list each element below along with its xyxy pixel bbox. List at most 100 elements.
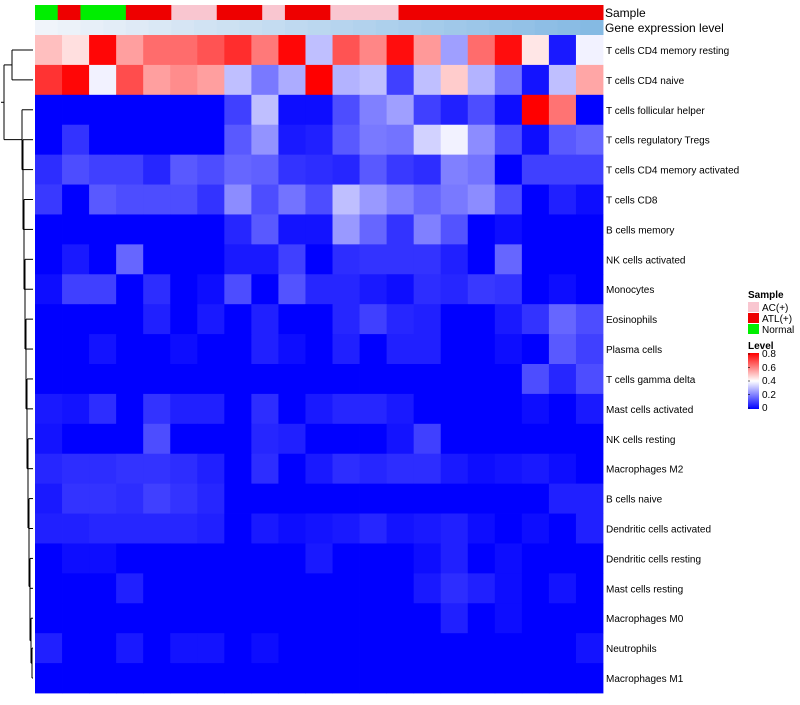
- heatmap-cell: [170, 184, 198, 215]
- heatmap-cell: [278, 633, 306, 664]
- heatmap-cell: [251, 543, 279, 574]
- heatmap-cell: [116, 364, 144, 395]
- heatmap-cell: [89, 274, 117, 305]
- heatmap-cell: [494, 393, 523, 425]
- heatmap-cell: [575, 124, 604, 156]
- heatmap-cell: [62, 423, 90, 455]
- heatmap-cell: [521, 124, 550, 156]
- heatmap-cell: [521, 633, 550, 664]
- heatmap-cell: [224, 334, 252, 365]
- heatmap-cell: [467, 64, 496, 96]
- heatmap-cell: [467, 453, 496, 485]
- heatmap-cell: [170, 154, 198, 185]
- heatmap-cell: [251, 214, 279, 245]
- heatmap-cell: [386, 154, 415, 185]
- heatmap-cell: [440, 663, 469, 694]
- heatmap-cell: [440, 124, 469, 156]
- heatmap-cell: [305, 364, 333, 395]
- heatmap-cell: [413, 214, 442, 245]
- expression-annotation-cell: [171, 20, 195, 35]
- heatmap-cell: [305, 423, 333, 455]
- heatmap-cell: [575, 573, 604, 604]
- heatmap-cell: [116, 274, 144, 305]
- heatmap-cell: [548, 124, 577, 156]
- heatmap-cell: [89, 244, 117, 275]
- heatmap-cell: [197, 453, 225, 485]
- heatmap-cell: [35, 64, 63, 96]
- expression-annotation-cell: [216, 20, 240, 35]
- heatmap-cell: [575, 364, 604, 395]
- heatmap-cell: [197, 124, 225, 156]
- heatmap-cell: [170, 483, 198, 514]
- heatmap-cell: [170, 573, 198, 604]
- heatmap-cell: [359, 304, 388, 335]
- sample-annotation-cell: [443, 5, 468, 20]
- heatmap-cell: [35, 274, 63, 305]
- heatmap-cell: [278, 513, 306, 544]
- heatmap-cell: [116, 214, 144, 245]
- heatmap-cell: [548, 304, 577, 335]
- heatmap-cell: [521, 603, 550, 634]
- heatmap-cell: [278, 214, 306, 245]
- row-label: NK cells activated: [606, 255, 685, 266]
- heatmap-cell: [224, 244, 252, 275]
- heatmap-cell: [575, 154, 604, 185]
- heatmap-cell: [386, 35, 415, 66]
- heatmap-cell: [413, 633, 442, 664]
- heatmap-cell: [467, 184, 496, 215]
- heatmap-cell: [35, 483, 63, 514]
- heatmap-cell: [278, 334, 306, 365]
- legend-tick-0.4: 0.4: [762, 376, 776, 387]
- sample-annotation-cell: [125, 5, 150, 20]
- heatmap-cell: [440, 35, 469, 66]
- heatmap-cell: [197, 214, 225, 245]
- heatmap-cell: [224, 35, 252, 66]
- heatmap-cell: [35, 94, 63, 126]
- heatmap-cell: [494, 543, 523, 574]
- row-label: T cells CD4 memory activated: [606, 166, 739, 177]
- heatmap-cell: [386, 214, 415, 245]
- heatmap-cell: [251, 393, 279, 425]
- heatmap-cell: [413, 393, 442, 425]
- heatmap-cell: [116, 244, 144, 275]
- heatmap-cell: [359, 154, 388, 185]
- heatmap-cell: [521, 393, 550, 425]
- sample-annotation-cell: [534, 5, 559, 20]
- heatmap-cell: [143, 154, 171, 185]
- heatmap-cell: [305, 513, 333, 544]
- heatmap-cell: [251, 483, 279, 514]
- heatmap-cell: [305, 184, 333, 215]
- expression-annotation-cell: [239, 20, 263, 35]
- heatmap-cell: [440, 423, 469, 455]
- heatmap-cell: [359, 573, 388, 604]
- heatmap-cell: [170, 364, 198, 395]
- heatmap-cell: [440, 244, 469, 275]
- heatmap-cell: [197, 304, 225, 335]
- heatmap-cell: [440, 274, 469, 305]
- heatmap-cell: [251, 663, 279, 694]
- heatmap-cell: [494, 633, 523, 664]
- heatmap-cell: [332, 573, 360, 604]
- heatmap-cell: [332, 274, 360, 305]
- heatmap-cell: [386, 64, 415, 96]
- sample-annotation-cell: [284, 5, 309, 20]
- heatmap-cell: [251, 304, 279, 335]
- heatmap-cell: [143, 483, 171, 514]
- heatmap-cell: [89, 35, 117, 66]
- heatmap-cell: [62, 603, 90, 634]
- row-label: T cells gamma delta: [606, 375, 696, 386]
- heatmap-cell: [575, 453, 604, 485]
- heatmap-cell: [89, 633, 117, 664]
- heatmap-cell: [197, 663, 225, 694]
- heatmap-cell: [143, 513, 171, 544]
- heatmap-cell: [62, 154, 90, 185]
- heatmap-cell: [278, 244, 306, 275]
- heatmap-cell: [359, 423, 388, 455]
- heatmap-cell: [170, 94, 198, 126]
- heatmap-cell: [62, 573, 90, 604]
- heatmap-cell: [413, 483, 442, 514]
- heatmap-cell: [575, 35, 604, 66]
- heatmap-cell: [62, 64, 90, 96]
- heatmap-cell: [197, 154, 225, 185]
- heatmap-cell: [251, 274, 279, 305]
